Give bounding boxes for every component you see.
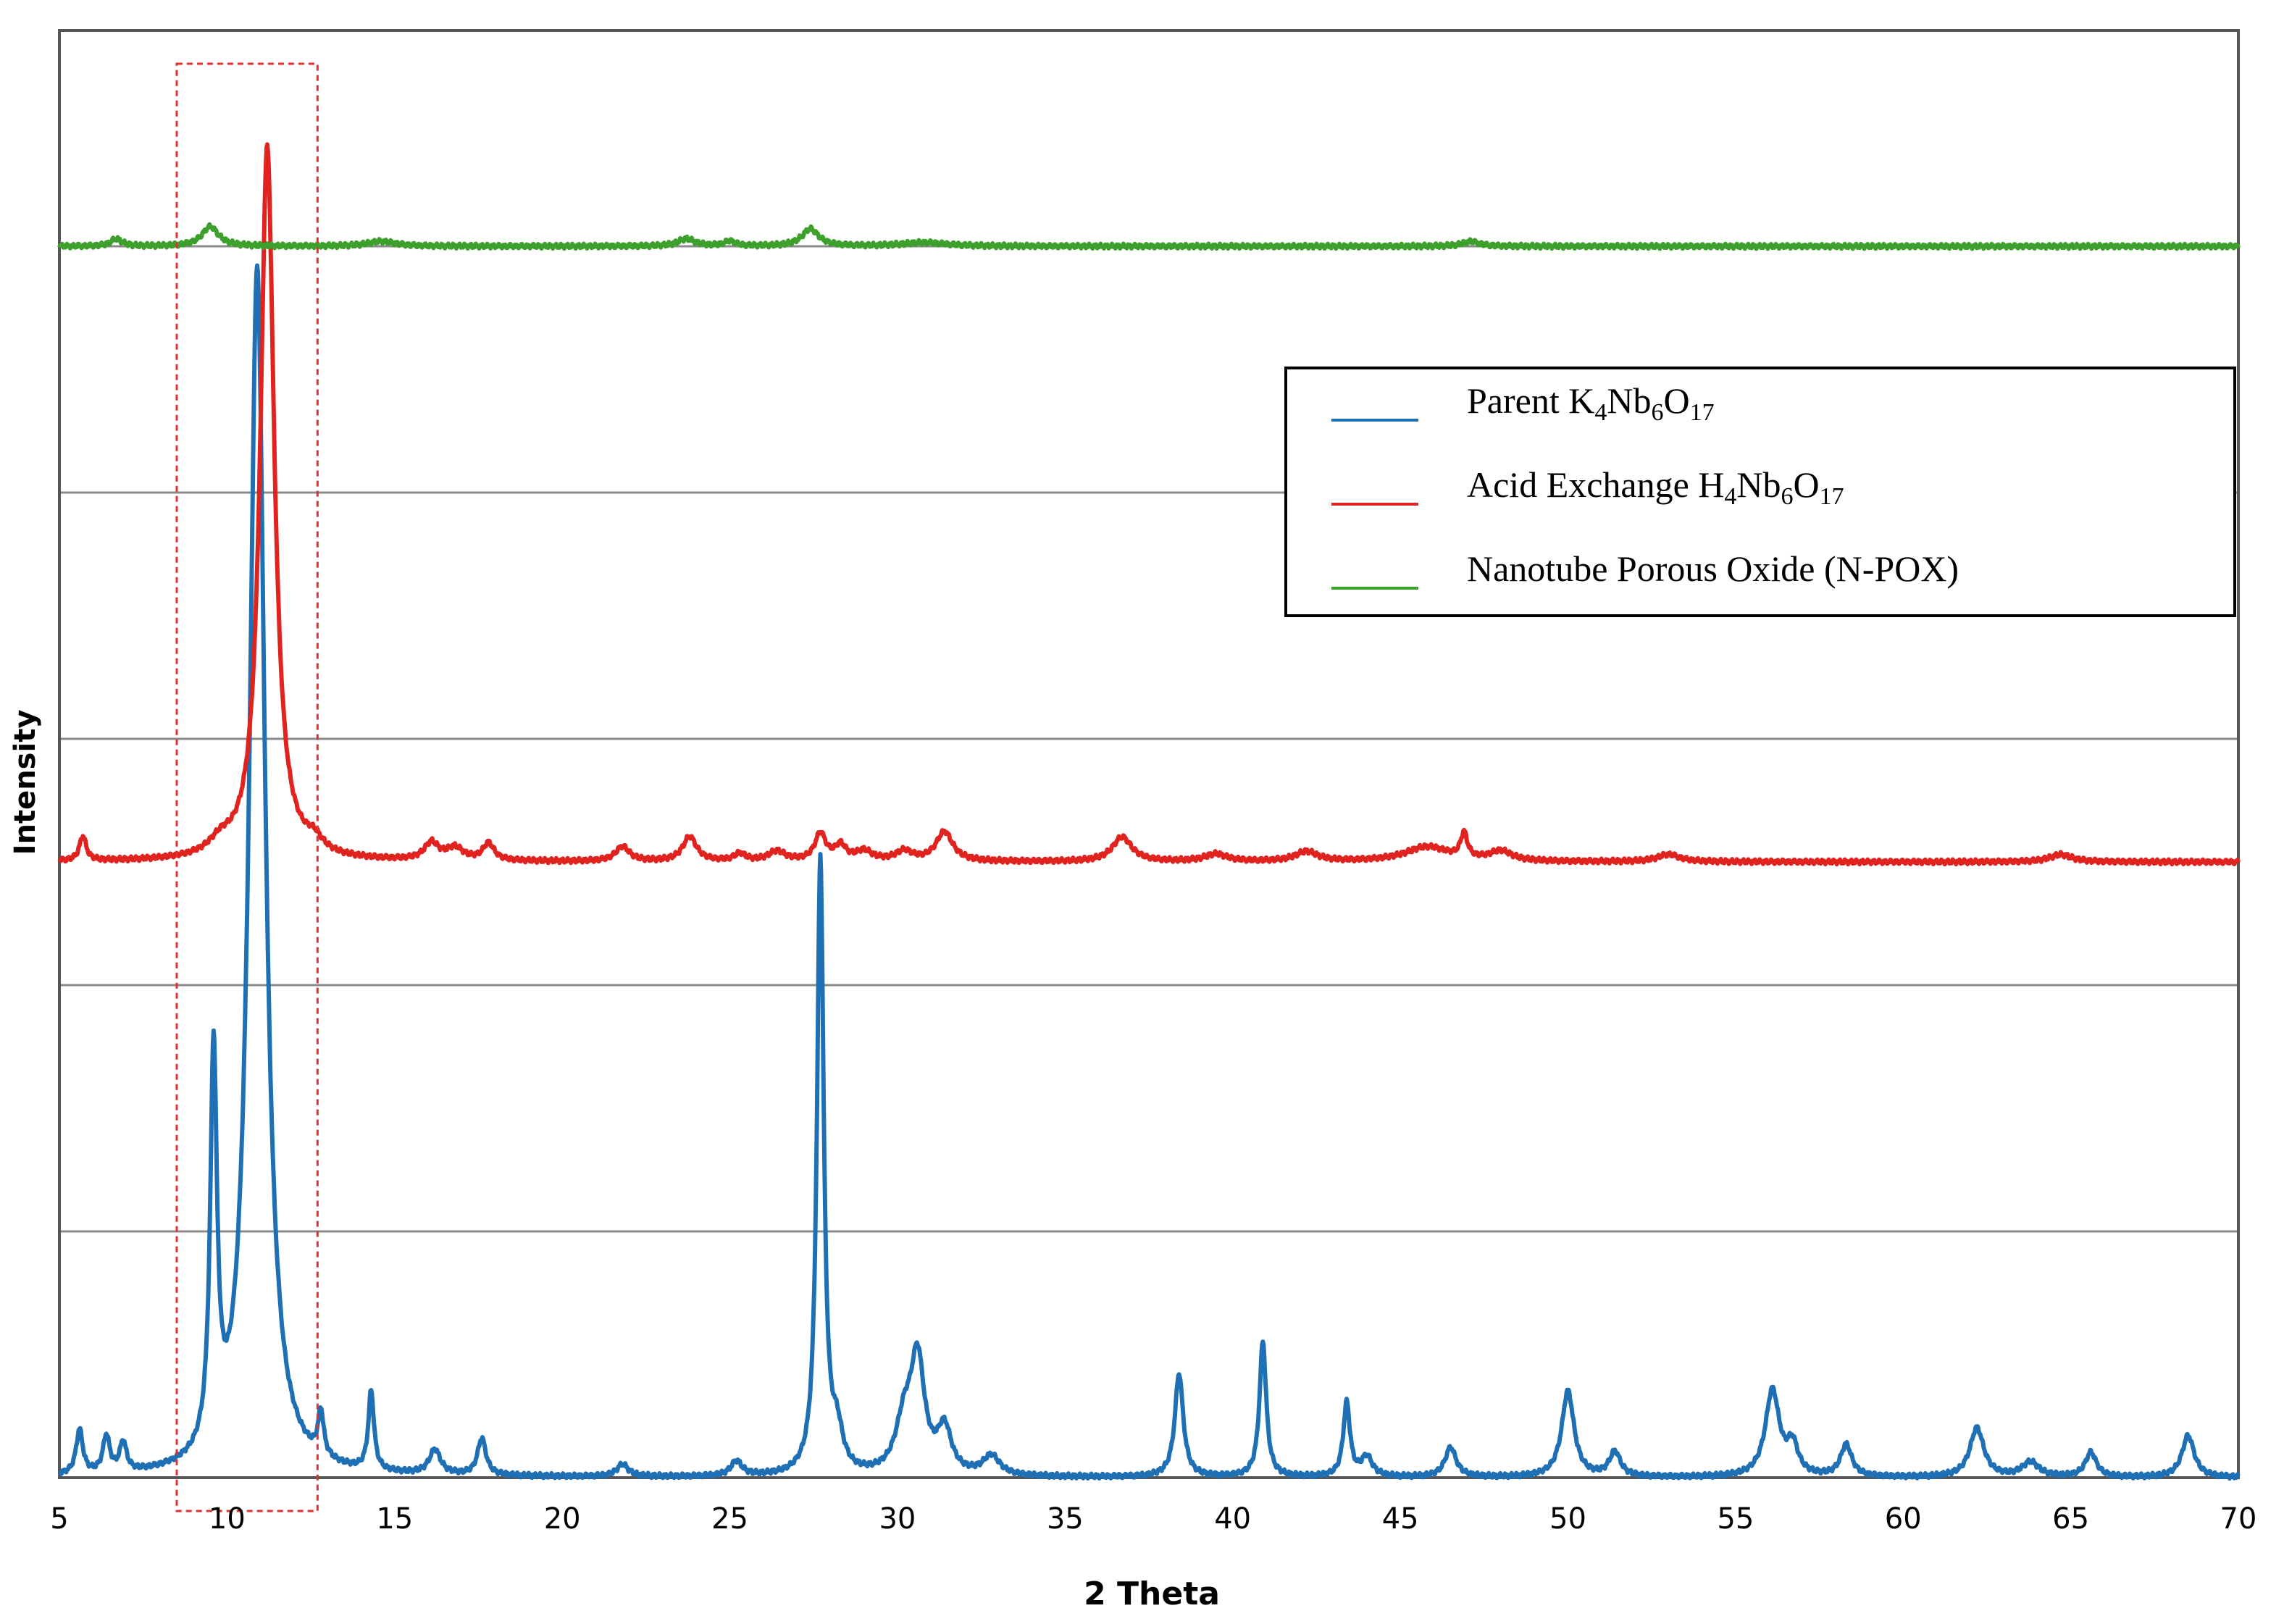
x-tick-label: 30 [879,1502,916,1536]
legend-label: Acid Exchange H4Nb6O17 [1467,464,1844,510]
x-tick-label: 45 [1382,1502,1419,1536]
x-tick-label: 70 [2220,1502,2257,1536]
x-tick-label: 10 [209,1502,246,1536]
x-tick-label: 20 [544,1502,581,1536]
x-tick-label: 5 [50,1502,68,1536]
legend-label: Parent K4Nb6O17 [1467,380,1715,426]
x-axis-label: 2 Theta [1084,1575,1220,1612]
series-layer [57,142,2241,1481]
x-tick-label: 65 [2052,1502,2089,1536]
series-line-2 [57,142,2241,867]
x-tick-label: 55 [1717,1502,1754,1536]
x-tick-label: 50 [1549,1502,1586,1536]
y-axis-label: Intensity [9,710,42,855]
x-tick-label: 35 [1047,1502,1084,1536]
series-line-1 [57,263,2241,1481]
x-tick-label: 60 [1885,1502,1922,1536]
x-tick-label: 40 [1214,1502,1251,1536]
legend-label: Nanotube Porous Oxide (N-POX) [1467,548,1959,589]
legend-box [1284,367,2236,617]
x-tick-labels: 5 10 15 20 25 30 35 40 45 50 55 60 65 70 [50,1502,2256,1536]
legend: Parent K4Nb6O17 Acid Exchange H4Nb6O17 Nan… [1284,367,2236,617]
series-line-3 [57,222,2241,251]
x-tick-label: 25 [711,1502,748,1536]
x-tick-label: 15 [376,1502,413,1536]
highlight-box [175,62,319,1512]
plot-frame [58,29,2240,1479]
